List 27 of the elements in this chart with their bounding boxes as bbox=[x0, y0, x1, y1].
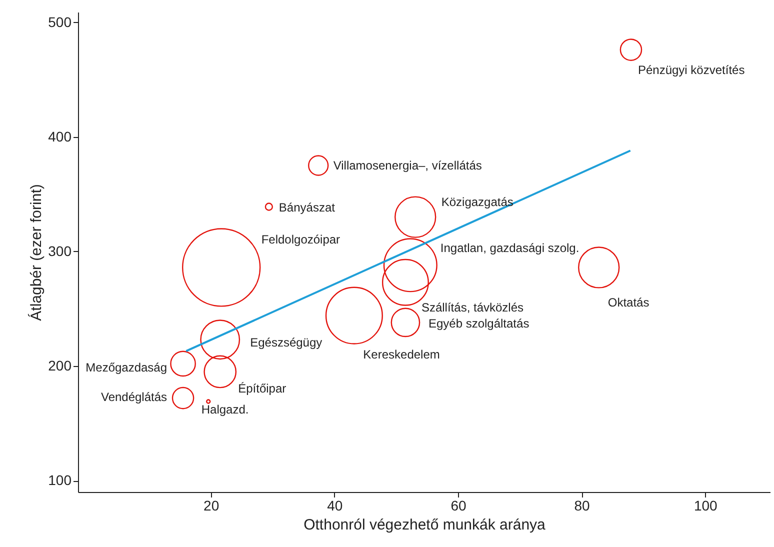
annotation: Feldolgozóipar bbox=[261, 232, 340, 246]
y-tick-label: 100 bbox=[48, 472, 72, 488]
x-tick-label: 20 bbox=[204, 498, 220, 514]
y-tick-label: 400 bbox=[48, 128, 72, 144]
annotation: Oktatás bbox=[608, 295, 650, 310]
annotation: Egyéb szolgáltatás bbox=[428, 316, 530, 330]
x-axis-title: Otthonról végezhető munkák aránya bbox=[304, 516, 546, 534]
annotation: Mezőgazdaság bbox=[86, 360, 168, 375]
annotation: Vendéglátás bbox=[100, 390, 168, 404]
y-tick-label: 300 bbox=[48, 242, 72, 259]
x-tick-label: 40 bbox=[327, 498, 343, 514]
annotation: Építőipar bbox=[238, 382, 286, 396]
annotation: Pénzügyi közvetítés bbox=[638, 62, 745, 77]
annotation: Bányászat bbox=[278, 200, 336, 215]
y-tick-label: 500 bbox=[48, 14, 72, 30]
x-tick-label: 60 bbox=[450, 498, 466, 514]
y-axis-title: Átlagbér (ezer forint) bbox=[27, 184, 46, 321]
annotation: Halgazd. bbox=[201, 402, 249, 416]
x-tick-label: 100 bbox=[694, 498, 718, 514]
annotation: Közigazgatás bbox=[441, 195, 514, 210]
annotation: Egészségügy bbox=[250, 336, 322, 350]
annotation: Szállítás, távközlés bbox=[421, 300, 524, 314]
y-tick-label: 200 bbox=[48, 357, 72, 374]
annotation: Kereskedelem bbox=[363, 348, 440, 362]
annotation: Ingatlan, gazdasági szolg. bbox=[440, 241, 580, 256]
x-tick-label: 80 bbox=[574, 498, 590, 514]
annotation: Villamosenergia–, vízellátás bbox=[333, 158, 482, 173]
